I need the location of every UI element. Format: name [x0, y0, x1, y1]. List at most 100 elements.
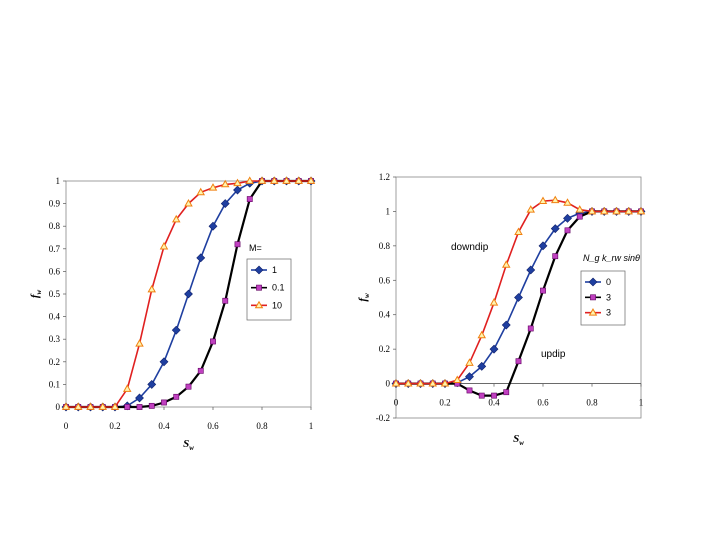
- data-point: [208, 183, 218, 191]
- y-tick-label: 0.8: [379, 241, 391, 251]
- data-point: [184, 289, 193, 299]
- data-point: [440, 378, 450, 387]
- data-point: [465, 358, 474, 366]
- data-point: [587, 206, 597, 215]
- legend-swatch-marker: [588, 277, 598, 287]
- data-point: [478, 392, 485, 399]
- data-point: [599, 206, 609, 215]
- x-tick-label: 0.4: [158, 421, 170, 431]
- x-tick-label: 1: [309, 421, 314, 431]
- data-point: [575, 205, 585, 213]
- data-point: [491, 392, 497, 399]
- data-point: [550, 195, 560, 204]
- legend-title: N_g k_rw sinθ: [583, 253, 640, 263]
- x-axis-label: Sw: [513, 433, 524, 447]
- x-tick-label: 1: [639, 398, 644, 408]
- data-point: [306, 176, 316, 184]
- data-point: [563, 213, 572, 223]
- y-tick-label: 1: [56, 176, 61, 186]
- data-point: [220, 179, 230, 188]
- data-point: [61, 402, 71, 410]
- data-point: [220, 199, 230, 209]
- data-point: [515, 358, 522, 365]
- data-point: [171, 325, 181, 335]
- y-tick-label: 0.6: [49, 266, 61, 276]
- data-point: [282, 176, 291, 184]
- data-point: [185, 383, 192, 390]
- data-point: [527, 325, 534, 332]
- data-point: [173, 393, 180, 400]
- y-tick-label: 0.7: [49, 244, 61, 254]
- data-point: [624, 206, 634, 215]
- legend-entry: 1: [272, 265, 277, 275]
- data-point: [171, 214, 181, 223]
- chart-2: -0.2 0 0.2 0.4 0.6 0.8 1 1.2 0 0.2 0.4 0.6 0.8 1 Sw fw N…: [357, 172, 646, 447]
- y-axis-label: fw: [29, 290, 43, 299]
- x-tick-label: 0.6: [207, 421, 219, 431]
- data-point: [489, 344, 499, 354]
- legend-swatch-marker: [256, 284, 262, 291]
- data-point: [514, 227, 523, 235]
- y-tick-label: 1.2: [379, 172, 390, 182]
- x-tick-label: 0.8: [586, 398, 598, 408]
- x-tick-label: 0: [394, 398, 399, 408]
- data-point: [294, 176, 304, 184]
- data-point: [110, 402, 120, 410]
- data-point: [552, 253, 559, 260]
- series-3: [61, 176, 316, 410]
- y-tick-label: 0.2: [49, 357, 60, 367]
- y-tick-label: 0.9: [49, 199, 61, 209]
- x-tick-label: 0.2: [439, 398, 450, 408]
- data-point: [563, 198, 572, 206]
- y-tick-label: -0.2: [376, 413, 390, 423]
- data-point: [234, 241, 241, 248]
- legend-entry: 0.1: [272, 283, 285, 293]
- y-tick-label: 0.8: [49, 221, 61, 231]
- data-point: [197, 367, 204, 374]
- annotation-updip: updip: [541, 349, 566, 360]
- data-point: [135, 393, 144, 403]
- annotation-downdip: downdip: [451, 242, 489, 253]
- data-point: [538, 241, 548, 251]
- data-point: [526, 265, 536, 275]
- data-point: [514, 293, 523, 302]
- legend-swatch-marker: [590, 294, 596, 301]
- data-point: [416, 378, 425, 387]
- y-axis-label: fw: [357, 293, 371, 302]
- x-tick-label: 0: [64, 421, 69, 431]
- data-point: [135, 339, 144, 347]
- legend: M= 1 0.1 10: [246, 243, 292, 321]
- data-point: [269, 176, 279, 184]
- data-point: [184, 198, 193, 207]
- data-point: [98, 402, 108, 410]
- series-3: [391, 195, 646, 387]
- data-point: [124, 404, 131, 410]
- data-point: [501, 260, 511, 268]
- data-point: [161, 399, 167, 406]
- legend-box: [246, 258, 292, 321]
- y-tick-label: 0.4: [49, 312, 61, 322]
- data-point: [465, 372, 474, 382]
- data-point: [428, 378, 438, 387]
- legend-entry: 0: [606, 277, 611, 287]
- data-point: [86, 402, 95, 410]
- legend-entry: 3: [606, 308, 611, 318]
- data-point: [526, 205, 536, 213]
- data-point: [73, 402, 83, 410]
- data-point: [612, 206, 621, 215]
- data-point: [233, 178, 242, 187]
- data-point: [540, 287, 546, 294]
- y-tick-label: 0.4: [379, 310, 391, 320]
- data-point: [257, 176, 267, 184]
- x-tick-label: 0.8: [256, 421, 268, 431]
- y-tick-label: 0.6: [379, 275, 391, 285]
- data-point: [136, 404, 143, 410]
- y-tick-label: 0.5: [49, 289, 61, 299]
- x-axis-label: Sw: [183, 438, 194, 452]
- legend: N_g k_rw sinθ 0 3 3: [580, 253, 640, 326]
- data-point: [503, 389, 510, 396]
- data-point: [233, 185, 242, 195]
- data-point: [208, 221, 218, 231]
- data-point: [148, 402, 155, 409]
